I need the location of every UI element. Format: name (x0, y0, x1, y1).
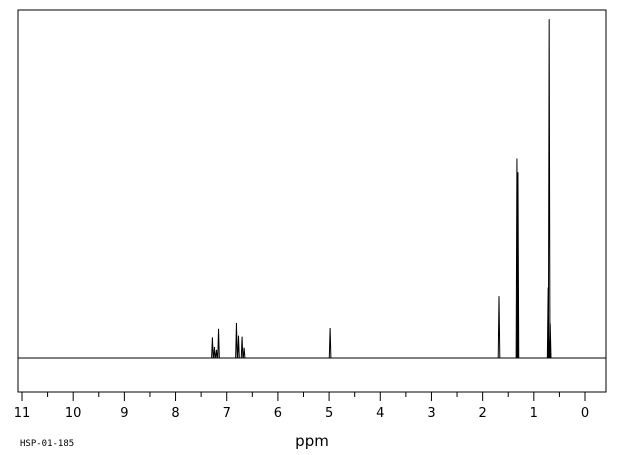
plot-frame (17, 9, 607, 393)
x-tick-label: 6 (274, 406, 282, 421)
x-axis-tick-labels: 11 10 9 8 7 6 5 4 3 2 1 0 (14, 406, 589, 421)
x-tick-label: 5 (325, 406, 333, 421)
x-tick-label: 10 (65, 406, 82, 421)
x-tick-label: 0 (581, 406, 589, 421)
spectrum-line (18, 19, 606, 359)
x-axis-title: ppm (295, 432, 329, 450)
x-tick-label: 8 (171, 406, 179, 421)
x-tick-label: 2 (478, 406, 486, 421)
sample-code-label: HSP-01-185 (20, 439, 74, 449)
x-tick-label: 1 (530, 406, 538, 421)
x-tick-label: 4 (376, 406, 384, 421)
x-tick-label: 3 (427, 406, 435, 421)
x-tick-label: 9 (120, 406, 128, 421)
x-axis-ticks (21, 392, 586, 401)
x-tick-label: 11 (14, 406, 31, 421)
x-tick-label: 7 (223, 406, 231, 421)
